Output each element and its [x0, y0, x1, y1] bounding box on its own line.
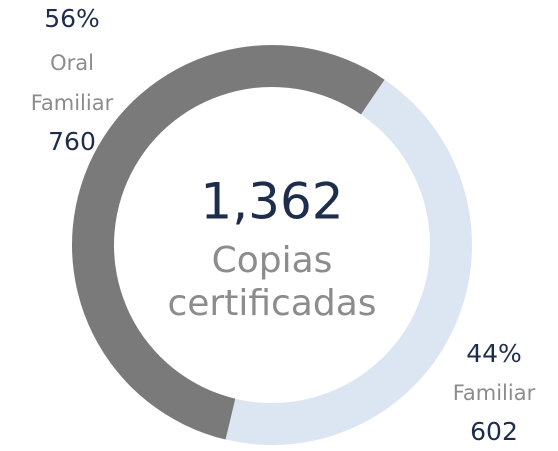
- value-label: 602: [470, 417, 518, 446]
- percent-label: 44%: [466, 339, 522, 368]
- percent-label: 56%: [44, 4, 100, 33]
- category-label: Familiar: [453, 381, 536, 405]
- category-label: Oral Familiar: [31, 51, 114, 115]
- center-value: 1,362: [200, 173, 343, 231]
- donut-segment: [225, 79, 472, 445]
- center-label: Copias certificadas: [167, 240, 376, 324]
- value-label: 760: [48, 127, 96, 156]
- donut-segment: [71, 44, 385, 440]
